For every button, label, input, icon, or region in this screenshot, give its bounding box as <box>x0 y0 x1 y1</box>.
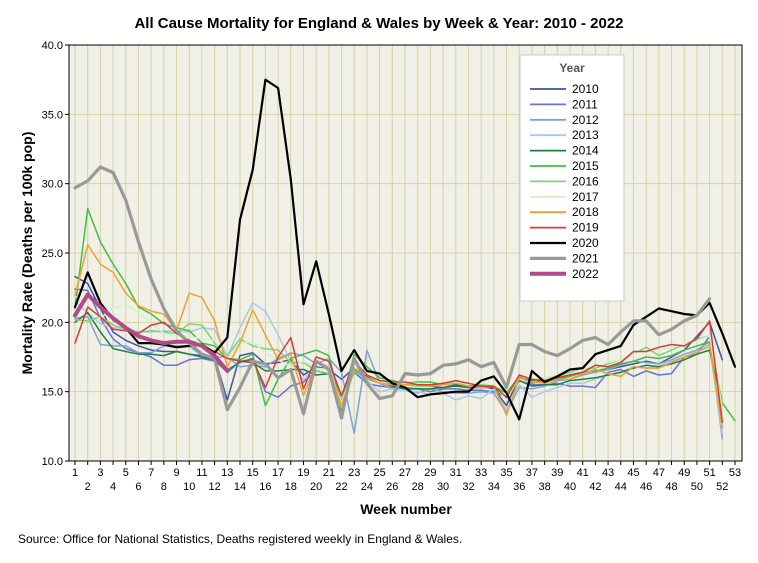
legend-label-2012: 2012 <box>572 113 599 127</box>
chart-title: All Cause Mortality for England & Wales … <box>134 15 623 32</box>
x-tick-label: 42 <box>589 481 601 493</box>
x-tick-label: 43 <box>602 467 614 479</box>
series-line-2011 <box>74 288 711 403</box>
x-tick-label: 10 <box>183 481 195 493</box>
x-tick-label: 53 <box>729 467 741 479</box>
x-tick-label: 1 <box>72 467 78 479</box>
x-tick-label: 27 <box>399 467 411 479</box>
x-tick-label: 24 <box>361 481 373 493</box>
legend-label-2013: 2013 <box>572 128 599 142</box>
x-tick-label: 30 <box>437 481 449 493</box>
x-tick-label: 28 <box>412 481 424 493</box>
x-tick-label: 31 <box>450 467 462 479</box>
x-tick-label: 19 <box>297 467 309 479</box>
x-tick-label: 49 <box>678 467 690 479</box>
x-axis-label: Week number <box>360 501 452 517</box>
x-tick-label: 3 <box>97 467 103 479</box>
source-note: Source: Office for National Statistics, … <box>18 532 463 546</box>
x-tick-label: 14 <box>234 481 246 493</box>
x-tick-label: 44 <box>615 481 627 493</box>
x-tick-label: 9 <box>173 467 179 479</box>
legend-label-2010: 2010 <box>572 82 599 96</box>
x-tick-label: 17 <box>272 467 284 479</box>
legend-label-2014: 2014 <box>572 144 599 158</box>
x-tick-label: 22 <box>335 481 347 493</box>
x-tick-label: 29 <box>424 467 436 479</box>
x-tick-label: 4 <box>110 481 116 493</box>
legend-label-2011: 2011 <box>572 97 598 111</box>
x-tick-label: 46 <box>640 481 652 493</box>
legend-label-2017: 2017 <box>572 190 599 204</box>
y-tick-label: 15.0 <box>42 387 63 399</box>
x-tick-label: 52 <box>716 481 728 493</box>
x-tick-label: 7 <box>148 467 154 479</box>
x-tick-label: 12 <box>208 481 220 493</box>
y-axis-label: Mortality Rate (Deaths per 100k pop) <box>19 132 35 375</box>
x-tick-label: 51 <box>703 467 715 479</box>
legend-title: Year <box>559 61 585 75</box>
x-tick-label: 5 <box>123 467 129 479</box>
x-tick-label: 35 <box>500 467 512 479</box>
legend-label-2022: 2022 <box>572 267 599 281</box>
series-line-2020 <box>73 78 737 421</box>
y-tick-label: 40.0 <box>42 40 63 52</box>
x-tick-label: 34 <box>488 481 500 493</box>
x-tick-label: 8 <box>161 481 167 493</box>
y-axis: 10.0 15.0 20.0 25.0 30.0 35.0 40.0 <box>42 40 69 468</box>
y-tick-label: 30.0 <box>42 179 63 191</box>
x-tick-label: 6 <box>135 481 141 493</box>
x-tick-label: 37 <box>526 467 538 479</box>
x-tick-label: 32 <box>462 481 474 493</box>
y-tick-label: 10.0 <box>42 456 63 468</box>
legend: Year 20102011201220132014201520162017201… <box>519 54 625 302</box>
x-tick-label: 2 <box>85 481 91 493</box>
series-line-2021 <box>73 165 712 420</box>
series-lines <box>73 78 737 440</box>
x-tick-label: 15 <box>247 467 259 479</box>
x-tick-label: 36 <box>513 481 525 493</box>
x-axis: 1234567891011121314151617181920212223242… <box>72 461 741 493</box>
legend-label-2021: 2021 <box>572 251 599 265</box>
x-tick-label: 21 <box>323 467 335 479</box>
x-tick-label: 23 <box>348 467 360 479</box>
legend-label-2016: 2016 <box>572 174 599 188</box>
x-tick-label: 50 <box>691 481 703 493</box>
x-tick-label: 33 <box>475 467 487 479</box>
x-tick-label: 40 <box>564 481 576 493</box>
legend-label-2019: 2019 <box>572 221 599 235</box>
y-tick-label: 20.0 <box>42 317 63 329</box>
y-tick-label: 25.0 <box>42 248 63 260</box>
x-tick-label: 18 <box>285 481 297 493</box>
x-tick-label: 47 <box>653 467 665 479</box>
x-tick-label: 20 <box>310 481 322 493</box>
x-tick-label: 13 <box>221 467 233 479</box>
legend-label-2018: 2018 <box>572 205 599 219</box>
x-tick-label: 11 <box>196 467 207 479</box>
x-tick-label: 48 <box>665 481 677 493</box>
series-line-2022 <box>73 292 230 373</box>
legend-label-2015: 2015 <box>572 159 599 173</box>
x-tick-label: 41 <box>577 467 589 479</box>
x-tick-label: 39 <box>551 467 563 479</box>
x-tick-label: 38 <box>538 481 550 493</box>
y-tick-label: 35.0 <box>42 109 63 121</box>
legend-label-2020: 2020 <box>572 236 599 250</box>
x-tick-label: 16 <box>259 481 271 493</box>
x-tick-label: 25 <box>373 467 385 479</box>
x-tick-label: 26 <box>386 481 398 493</box>
x-tick-label: 45 <box>627 467 639 479</box>
